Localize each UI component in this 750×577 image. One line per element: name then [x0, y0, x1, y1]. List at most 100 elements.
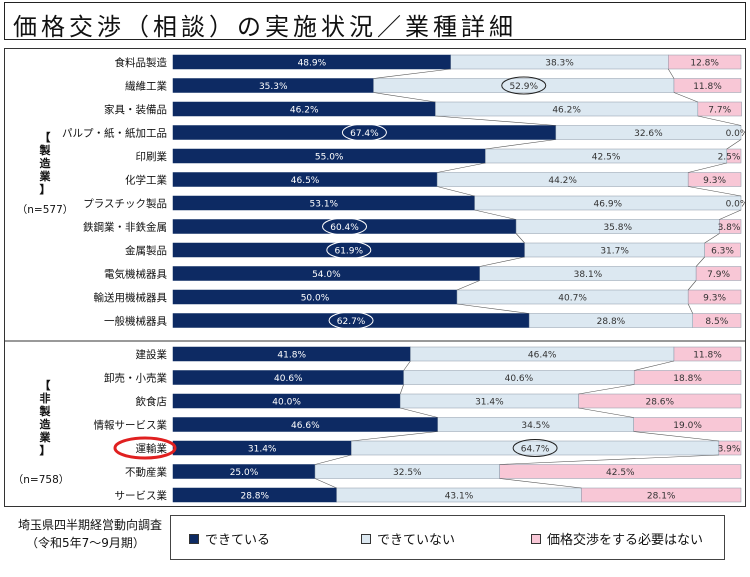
category-label: 家具・装備品	[104, 103, 167, 116]
value-label: 3.9%	[718, 445, 741, 455]
value-circle	[341, 123, 387, 142]
value-label: 8.5%	[705, 317, 728, 327]
value-label: 7.9%	[707, 270, 730, 280]
legend-item-done: できている	[189, 529, 270, 548]
value-circle	[326, 241, 372, 259]
value-label: 25.0%	[230, 468, 259, 478]
series-connector	[578, 407, 634, 418]
legend-item-not-done: できていない	[361, 529, 455, 548]
series-connector	[351, 431, 438, 442]
series-connector	[474, 209, 517, 220]
group-label-manufacturing: 】	[40, 183, 51, 196]
bar-segment	[499, 464, 742, 479]
series-connector	[485, 139, 556, 150]
value-label: 46.5%	[291, 176, 320, 186]
category-label: 飲食店	[136, 395, 168, 408]
legend-label-unnecessary: 価格交渉をする必要はない	[547, 533, 704, 548]
value-label: 46.4%	[528, 351, 557, 361]
value-label: 54.0%	[312, 270, 341, 280]
value-label: 42.5%	[606, 468, 635, 478]
legend: できている できていない 価格交渉をする必要はない	[170, 515, 725, 560]
value-label: 28.8%	[597, 317, 626, 327]
bar-segment	[687, 172, 742, 187]
value-label: 31.4%	[248, 445, 277, 455]
value-circle	[322, 217, 368, 236]
series-connector	[687, 280, 697, 291]
value-label: 2.5%	[718, 153, 741, 163]
category-label: 金属製品	[125, 244, 167, 257]
value-label: 0.0%	[726, 200, 745, 210]
series-connector	[456, 303, 530, 314]
value-label: 18.8%	[673, 374, 702, 384]
bar-segment	[719, 219, 742, 234]
bar-segment	[578, 393, 742, 409]
group-label-non-manufacturing: 造	[40, 417, 52, 431]
value-label: 7.7%	[708, 106, 731, 116]
series-connector	[578, 384, 635, 395]
bar-segment	[474, 195, 742, 211]
bar-segment	[704, 242, 741, 258]
category-label: 運輸業	[136, 442, 168, 455]
value-label: 38.3%	[545, 59, 574, 69]
category-label: 情報サービス業	[94, 419, 168, 432]
legend-swatch-done	[189, 533, 199, 544]
group-label-manufacturing: 【	[40, 131, 51, 144]
value-label: 40.7%	[558, 294, 587, 304]
series-connector	[687, 303, 693, 314]
series-connector	[633, 431, 719, 442]
legend-swatch-not-done	[361, 533, 371, 544]
series-connector	[403, 360, 411, 371]
series-connector	[695, 256, 705, 267]
value-label: 40.6%	[274, 374, 303, 384]
series-connector	[399, 384, 404, 395]
category-label: サービス業	[115, 489, 168, 502]
bar-segment	[726, 148, 742, 164]
series-connector	[479, 256, 525, 267]
value-label: 46.2%	[552, 106, 581, 116]
value-label: 31.7%	[600, 247, 629, 257]
group-label-non-manufacturing: 非	[40, 391, 51, 405]
value-circle	[328, 311, 374, 330]
series-connector	[688, 162, 727, 173]
category-label: 印刷業	[136, 150, 168, 163]
value-label: 11.8%	[693, 82, 722, 92]
value-label: 11.8%	[693, 351, 722, 361]
bar-segment	[633, 370, 742, 385]
chart-frame: 食料品製造 48.9% 38.3% 12.8% 繊維工業 35.3% 52.9% 11.8% 家…	[4, 48, 746, 507]
value-label: 34.5%	[521, 421, 550, 431]
series-connector	[499, 478, 582, 489]
group-label-non-manufacturing: 業	[39, 430, 52, 444]
legend-label-done: できている	[205, 533, 271, 548]
legend-swatch-unnecessary	[531, 533, 541, 544]
bar-segment	[687, 289, 742, 305]
value-label: 43.1%	[445, 492, 474, 502]
series-connector	[400, 407, 438, 418]
category-label: 電気機械器具	[104, 268, 167, 281]
value-label: 35.8%	[603, 223, 632, 233]
value-label: 28.8%	[240, 492, 269, 502]
value-label: 53.1%	[310, 200, 339, 210]
category-label: パルプ・紙・紙加工品	[62, 127, 167, 140]
bar-segment	[673, 78, 742, 93]
value-label: 38.1%	[574, 270, 603, 280]
bar-segment	[697, 101, 742, 117]
bar-segment	[718, 440, 742, 456]
series-connector	[499, 454, 719, 465]
value-label: 31.4%	[475, 398, 504, 408]
value-label: 42.5%	[592, 153, 621, 163]
series-connector	[456, 280, 480, 291]
value-label: 32.5%	[393, 468, 422, 478]
value-label: 32.6%	[634, 129, 663, 139]
group-label-manufacturing: 業	[39, 169, 52, 183]
bar-segment	[695, 266, 742, 281]
value-label: 67.4%	[350, 129, 379, 139]
group-label-manufacturing: 造	[40, 156, 52, 170]
group-label-non-manufacturing: 製	[39, 404, 52, 418]
series-connector	[668, 68, 675, 79]
value-label: 9.3%	[703, 294, 726, 304]
series-connector	[373, 68, 451, 79]
bar-segment	[555, 125, 742, 140]
value-label: 40.0%	[272, 398, 301, 408]
series-connector	[688, 186, 742, 197]
source-label: 埼玉県四半期経営動向調査	[18, 518, 163, 532]
